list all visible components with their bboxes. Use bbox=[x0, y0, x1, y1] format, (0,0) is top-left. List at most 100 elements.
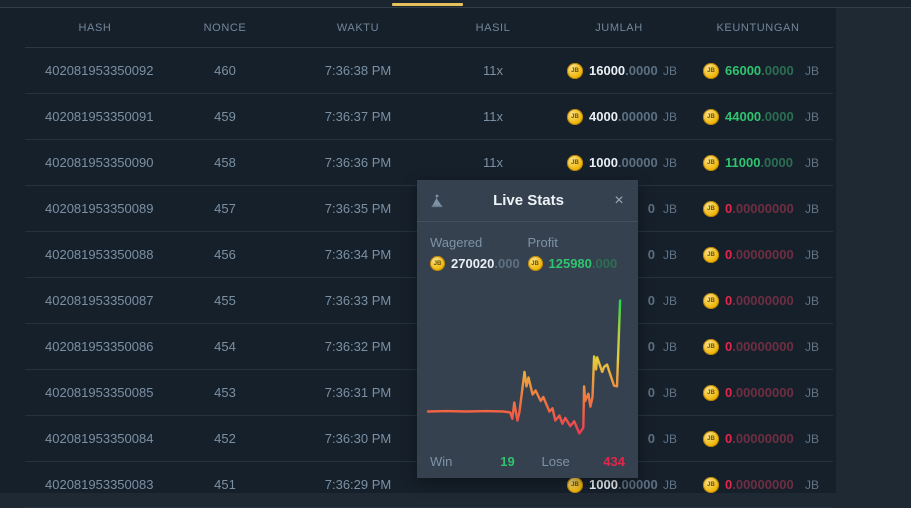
coin-icon: JB bbox=[567, 476, 583, 493]
jumlah-dec: .00000 bbox=[617, 155, 658, 170]
bet-profit: JB 0.00000000 bbox=[683, 246, 794, 263]
amount-unit: JB bbox=[662, 63, 677, 78]
bet-amount: 0 bbox=[555, 293, 657, 308]
table-row[interactable]: 402081953350091 459 7:36:37 PM 11x JB 4000.00… bbox=[25, 94, 833, 140]
bet-nonce: 453 bbox=[214, 385, 236, 400]
profit-dec: .0000 bbox=[760, 155, 793, 170]
coin-icon: JB bbox=[703, 200, 719, 217]
profit-int: 0 bbox=[725, 385, 733, 400]
profit-dec: .00000000 bbox=[732, 477, 794, 492]
profit-unit: JB bbox=[804, 247, 819, 262]
active-tab-indicator bbox=[392, 3, 463, 6]
bet-hash: 402081953350087 bbox=[45, 293, 154, 308]
bet-time: 7:36:35 PM bbox=[324, 201, 392, 216]
bet-nonce: 451 bbox=[214, 477, 236, 492]
coin-icon: JB bbox=[567, 154, 583, 171]
bet-amount: 0 bbox=[555, 385, 657, 400]
profit-dec: .00000000 bbox=[732, 201, 794, 216]
lose-value: 434 bbox=[603, 454, 625, 469]
bet-amount: JB 4000.00000 bbox=[555, 108, 658, 125]
bet-hash: 402081953350091 bbox=[45, 109, 154, 124]
bet-hash: 402081953350089 bbox=[45, 201, 154, 216]
amount-unit: JB bbox=[662, 477, 677, 492]
coin-icon: JB bbox=[567, 62, 583, 79]
close-icon[interactable]: × bbox=[614, 191, 624, 209]
win-value: 19 bbox=[500, 454, 515, 469]
profit-stat: Profit JB 125980 .000 bbox=[527, 235, 626, 271]
wagered-label: Wagered bbox=[430, 235, 483, 250]
bet-nonce: 458 bbox=[214, 155, 236, 170]
header-jumlah: JUMLAH bbox=[595, 21, 643, 34]
live-stats-values: Wagered JB 270020 .000 Profit JB 125980 … bbox=[417, 222, 638, 271]
live-stats-header: Live Stats × bbox=[417, 180, 638, 222]
bet-time: 7:36:29 PM bbox=[324, 477, 392, 492]
bet-profit: JB 11000.0000 bbox=[683, 154, 793, 171]
bet-hash: 402081953350085 bbox=[45, 385, 154, 400]
stats-widget-icon[interactable] bbox=[429, 193, 445, 209]
amount-unit: JB bbox=[662, 201, 677, 216]
profit-int: 0 bbox=[725, 339, 733, 354]
bet-profit: JB 0.00000000 bbox=[683, 292, 794, 309]
bet-profit: JB 0.00000000 bbox=[683, 200, 794, 217]
profit-unit: JB bbox=[804, 339, 819, 354]
amount-unit: JB bbox=[662, 385, 677, 400]
profit-chart bbox=[426, 286, 629, 448]
bet-result: 11x bbox=[483, 63, 503, 78]
bet-profit: JB 0.00000000 bbox=[683, 476, 794, 493]
bet-hash: 402081953350086 bbox=[45, 339, 154, 354]
header-hasil: HASIL bbox=[475, 21, 511, 34]
bet-profit: JB 44000.0000 bbox=[683, 108, 794, 125]
amount-unit: JB bbox=[662, 293, 677, 308]
table-header-row: HASH NONCE WAKTU HASIL JUMLAH KEUNTUNGAN bbox=[25, 8, 833, 48]
jumlah-int: 1000 bbox=[589, 155, 618, 170]
amount-unit: JB bbox=[662, 109, 677, 124]
bet-time: 7:36:36 PM bbox=[324, 155, 392, 170]
bet-nonce: 454 bbox=[214, 339, 236, 354]
wagered-stat: Wagered JB 270020 .000 bbox=[430, 235, 528, 271]
bet-time: 7:36:37 PM bbox=[324, 109, 392, 124]
amount-unit: JB bbox=[662, 247, 677, 262]
bet-nonce: 459 bbox=[214, 109, 236, 124]
bet-amount: JB 1000.00000 bbox=[555, 476, 658, 493]
bet-amount: JB 1000.00000 bbox=[555, 154, 658, 171]
jumlah-int: 16000 bbox=[589, 63, 626, 78]
coin-icon: JB bbox=[430, 256, 445, 271]
bet-nonce: 456 bbox=[214, 247, 236, 262]
amount-unit: JB bbox=[662, 155, 677, 170]
jumlah-dec: .0000 bbox=[625, 63, 658, 78]
profit-int: 0 bbox=[725, 477, 733, 492]
profit-dec: .00000000 bbox=[732, 385, 794, 400]
profit-int: 44000 bbox=[725, 109, 762, 124]
bet-time: 7:36:32 PM bbox=[324, 339, 392, 354]
profit-unit: JB bbox=[804, 155, 819, 170]
bet-time: 7:36:33 PM bbox=[324, 293, 392, 308]
profit-unit: JB bbox=[804, 477, 819, 492]
profit-int: 11000 bbox=[725, 155, 761, 170]
profit-dec: .00000000 bbox=[732, 247, 794, 262]
bet-time: 7:36:30 PM bbox=[324, 431, 392, 446]
profit-int: 0 bbox=[725, 431, 733, 446]
jumlah-dec: 0 bbox=[647, 385, 655, 400]
coin-icon: JB bbox=[567, 108, 583, 125]
jumlah-dec: 0 bbox=[647, 247, 655, 262]
bet-amount: 0 bbox=[555, 247, 657, 262]
coin-icon: JB bbox=[703, 108, 719, 125]
profit-sparkline bbox=[426, 299, 622, 435]
bet-hash: 402081953350092 bbox=[45, 63, 154, 78]
profit-int: 0 bbox=[725, 201, 733, 216]
bet-profit: JB 0.00000000 bbox=[683, 338, 794, 355]
bet-profit: JB 0.00000000 bbox=[683, 384, 794, 401]
bet-amount: 0 bbox=[555, 201, 657, 216]
bet-amount: 0 bbox=[555, 431, 657, 446]
profit-unit: JB bbox=[804, 63, 819, 78]
profit-int: 0 bbox=[725, 247, 733, 262]
live-stats-title: Live Stats bbox=[493, 192, 564, 209]
profit-unit: JB bbox=[804, 431, 819, 446]
bet-nonce: 460 bbox=[214, 63, 236, 78]
profit-unit: JB bbox=[804, 201, 819, 216]
jumlah-dec: 0 bbox=[647, 339, 655, 354]
bet-time: 7:36:34 PM bbox=[324, 247, 392, 262]
profit-int: 0 bbox=[725, 293, 733, 308]
table-row[interactable]: 402081953350092 460 7:36:38 PM 11x JB 16000.0… bbox=[25, 48, 833, 94]
bet-nonce: 452 bbox=[214, 431, 236, 446]
